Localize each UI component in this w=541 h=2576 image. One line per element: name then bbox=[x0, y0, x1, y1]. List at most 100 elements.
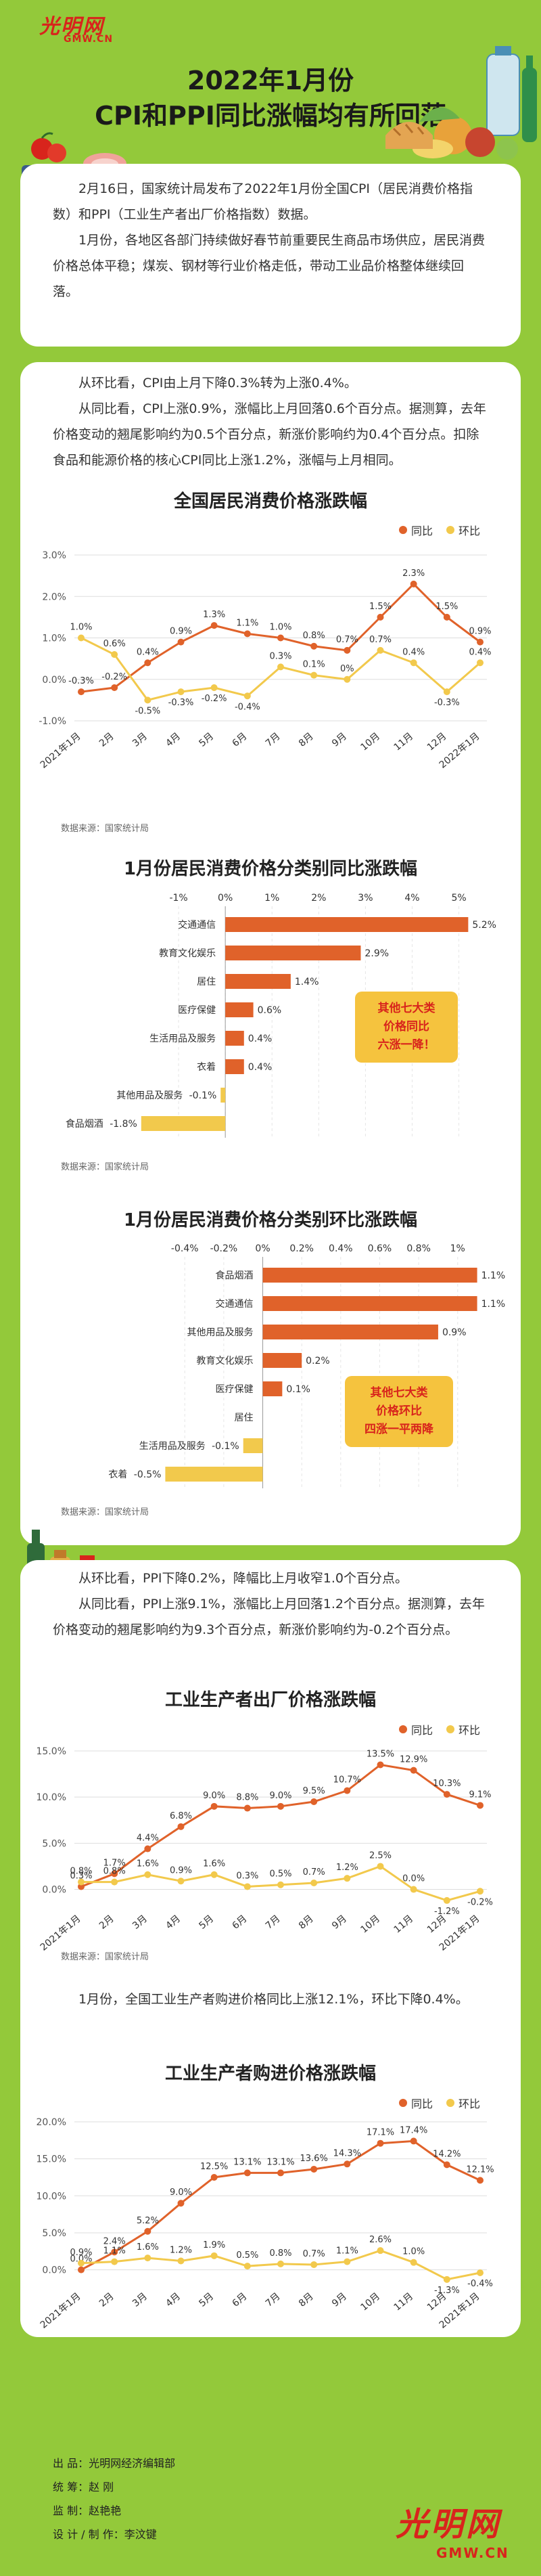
category-label: 衣着 bbox=[108, 1469, 127, 1480]
bar bbox=[262, 1325, 438, 1339]
category-label: 其他用品及服务 bbox=[116, 1090, 183, 1101]
data-point bbox=[443, 613, 450, 621]
data-label: -1.2% bbox=[434, 1907, 460, 1917]
data-label: 1.2% bbox=[170, 2245, 192, 2255]
credits: 出 品：光明网经济编辑部 统 筹：赵 刚 监 制：赵艳艳 设 计 / 制 作：李… bbox=[53, 2451, 175, 2546]
data-label: 0.9% bbox=[170, 1865, 192, 1875]
y-tick-label: 15.0% bbox=[37, 1746, 66, 1757]
x-tick-label: 3月 bbox=[131, 1913, 149, 1932]
data-label: 1.5% bbox=[369, 602, 392, 612]
data-point bbox=[277, 1802, 284, 1810]
purchase-paragraph: 1月份，全国工业生产者购进价格同比上涨12.1%，环比下降0.4%。 bbox=[78, 1992, 469, 2007]
data-point bbox=[111, 651, 118, 658]
data-point bbox=[344, 2258, 351, 2265]
x-tick-label: 10月 bbox=[358, 2291, 382, 2313]
data-label: -0.3% bbox=[68, 676, 94, 686]
data-point bbox=[443, 688, 450, 696]
logo-text: 光明网 bbox=[39, 15, 104, 39]
x-tick-label: 2月 bbox=[97, 2291, 116, 2309]
bar bbox=[225, 917, 469, 932]
data-label: 1.6% bbox=[203, 1859, 225, 1869]
bar bbox=[220, 1088, 226, 1103]
callout-yoy: 其他七大类 价格同比 六涨一降！ bbox=[355, 992, 458, 1063]
data-label: 0.8% bbox=[70, 1867, 92, 1877]
x-tick-label: 1% bbox=[450, 1243, 465, 1254]
x-tick-label: 4月 bbox=[164, 2291, 183, 2309]
data-label: 14.3% bbox=[333, 2148, 361, 2158]
value-label: 2.9% bbox=[364, 948, 389, 959]
data-label: 1.3% bbox=[203, 610, 225, 620]
cpi-paragraph-1: 从环比看，CPI由上月下降0.3%转为上涨0.4%。 bbox=[78, 376, 357, 391]
value-label: 1.1% bbox=[481, 1299, 506, 1310]
x-tick-label: 11月 bbox=[392, 1913, 416, 1936]
data-point bbox=[78, 2266, 85, 2273]
data-label: 14.2% bbox=[433, 2149, 461, 2159]
bread-illustration bbox=[385, 122, 433, 149]
data-point bbox=[443, 1896, 450, 1904]
category-label: 交通通信 bbox=[216, 1298, 254, 1310]
data-label: 1.1% bbox=[336, 2246, 358, 2257]
x-tick-label: 10月 bbox=[358, 1913, 382, 1936]
y-tick-label: 15.0% bbox=[37, 2154, 66, 2165]
data-point bbox=[78, 688, 85, 696]
data-label: 0.8% bbox=[103, 1867, 126, 1877]
x-tick-label: 4% bbox=[404, 893, 419, 904]
y-tick-label: 0.0% bbox=[42, 2265, 66, 2276]
data-label: 1.0% bbox=[70, 623, 92, 633]
data-point bbox=[477, 659, 484, 667]
category-label: 生活用品及服务 bbox=[149, 1034, 216, 1044]
x-tick-label: 5月 bbox=[197, 731, 216, 749]
category-label: 交通通信 bbox=[178, 919, 216, 931]
data-label: 0.4% bbox=[402, 647, 425, 657]
data-label: 0.0% bbox=[402, 1874, 425, 1884]
credit-row-3: 设 计 / 制 作：李汶键 bbox=[53, 2528, 157, 2541]
x-tick-label: 5% bbox=[451, 893, 466, 904]
data-label: 0.4% bbox=[137, 647, 159, 657]
data-label: 0.7% bbox=[336, 635, 358, 645]
data-label: 1.0% bbox=[402, 2247, 425, 2257]
y-tick-label: 10.0% bbox=[37, 2191, 66, 2202]
x-tick-label: 8月 bbox=[297, 1913, 316, 1932]
data-point bbox=[243, 2169, 251, 2177]
data-point bbox=[243, 1883, 251, 1890]
ppi-line-chart: 15.0% 10.0% 5.0% 0.0% 2021年1月 2月 3月 4月 5月 6月 7月 8月 9… bbox=[37, 1746, 493, 1953]
data-point bbox=[177, 1823, 185, 1830]
data-point bbox=[177, 2257, 185, 2265]
bar bbox=[243, 1438, 263, 1453]
x-tick-label: 0% bbox=[218, 893, 233, 904]
legend-mom-swatch bbox=[446, 2099, 455, 2107]
bar bbox=[225, 974, 291, 989]
data-point bbox=[277, 1881, 284, 1888]
data-point bbox=[410, 659, 417, 667]
x-tick-label: 0% bbox=[255, 1243, 270, 1254]
y-tick-label: 0.0% bbox=[42, 1885, 66, 1896]
data-label: 4.4% bbox=[137, 1834, 159, 1844]
value-label: -0.1% bbox=[189, 1090, 217, 1101]
x-tick-label: 9月 bbox=[330, 1913, 349, 1932]
data-point bbox=[310, 2261, 318, 2268]
data-label: -0.4% bbox=[235, 702, 260, 712]
footer-logo-text: 光明网 bbox=[396, 2506, 502, 2544]
purchase-legend: 同比 环比 bbox=[399, 2095, 480, 2111]
category-label: 教育文化娱乐 bbox=[197, 1356, 254, 1367]
header: 光明网 GMW.CN 2022年1月份 CPI和PPI同比涨幅均有所回落 bbox=[0, 0, 541, 179]
data-label: 1.9% bbox=[203, 2240, 225, 2250]
data-label: -0.5% bbox=[135, 706, 160, 716]
data-point bbox=[277, 2169, 284, 2177]
data-point bbox=[310, 1798, 318, 1805]
cpi-chart-title: 全国居民消费价格涨跌幅 bbox=[173, 491, 367, 512]
value-label: 0.1% bbox=[286, 1384, 310, 1395]
data-point bbox=[177, 1878, 185, 1885]
data-point bbox=[410, 1767, 417, 1774]
cpi-legend: 同比 环比 bbox=[399, 522, 480, 538]
data-point bbox=[111, 2248, 118, 2256]
data-point bbox=[344, 646, 351, 654]
category-label: 其他用品及服务 bbox=[187, 1327, 254, 1338]
ppi-paragraph-1: 从环比看，PPI下降0.2%，降幅比上月收窄1.0个百分点。 bbox=[78, 1571, 408, 1586]
legend-yoy-label: 同比 bbox=[411, 2097, 433, 2110]
data-label: 1.1% bbox=[103, 2246, 126, 2257]
y-tick-label: 3.0% bbox=[42, 550, 66, 561]
data-label: 13.6% bbox=[300, 2154, 328, 2164]
data-label: 9.0% bbox=[203, 1791, 225, 1801]
category-label: 生活用品及服务 bbox=[139, 1441, 206, 1452]
